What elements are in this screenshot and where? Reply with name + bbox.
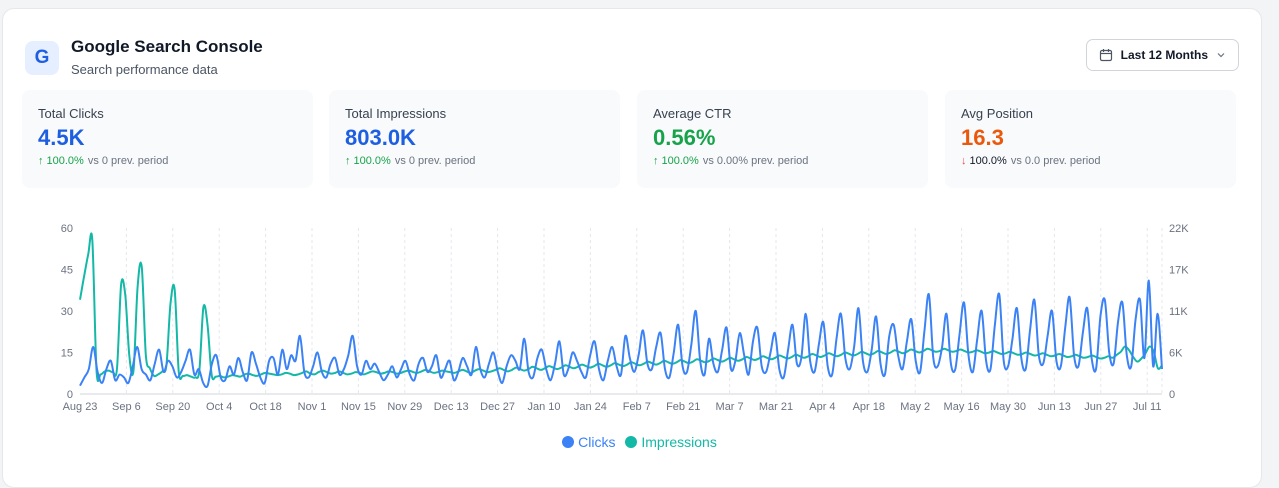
legend-label-clicks: Clicks — [578, 434, 616, 450]
stat-delta-compare: vs 0.00% prev. period — [702, 155, 809, 167]
google-logo-icon: G — [25, 41, 59, 75]
arrow-up-icon: ↑ — [653, 155, 659, 167]
card-header: G Google Search Console Search performan… — [25, 37, 1239, 85]
stat-delta: ↓ 100.0% vs 0.0 prev. period — [961, 155, 1220, 167]
stat-delta: ↑ 100.0% vs 0 prev. period — [38, 155, 297, 167]
y-right-tick-label: 22K — [1169, 223, 1189, 235]
stat-label: Total Clicks — [38, 106, 104, 121]
stat-delta: ↑ 100.0% vs 0 prev. period — [345, 155, 604, 167]
search-console-card: G Google Search Console Search performan… — [2, 8, 1262, 488]
series-line-clicks — [79, 279, 1163, 389]
y-left-tick-label: 30 — [61, 306, 73, 318]
stat-delta-compare: vs 0.0 prev. period — [1010, 155, 1101, 167]
x-tick-label: Feb 21 — [666, 401, 700, 413]
chevron-down-icon — [1216, 50, 1226, 60]
x-tick-label: May 16 — [944, 401, 980, 413]
stat-delta-percent: 100.0% — [353, 155, 391, 167]
stat-label: Average CTR — [653, 106, 732, 121]
stats-row: Total Clicks 4.5K ↑ 100.0% vs 0 prev. peri… — [22, 90, 1236, 188]
x-tick-label: Dec 27 — [480, 401, 515, 413]
chart-legend: Clicks Impressions — [0, 434, 1279, 451]
x-tick-label: Apr 4 — [809, 401, 835, 413]
x-tick-label: Feb 7 — [623, 401, 651, 413]
stat-delta-percent: 100.0% — [969, 155, 1007, 167]
legend-item-clicks[interactable]: Clicks — [562, 434, 615, 450]
stat-card-avg-position: Avg Position 16.3 ↓ 100.0% vs 0.0 prev. pe… — [945, 90, 1236, 188]
performance-line-chart[interactable]: Aug 23 Sep 6 Sep 20 Oct 4 Oct 18 Nov 1 Nov 15 N… — [0, 212, 1279, 422]
x-tick-label: Nov 15 — [341, 401, 376, 413]
stat-card-total-impressions: Total Impressions 803.0K ↑ 100.0% vs 0 pre… — [329, 90, 620, 188]
stat-card-total-clicks: Total Clicks 4.5K ↑ 100.0% vs 0 prev. peri… — [22, 90, 313, 188]
stat-label: Total Impressions — [345, 106, 447, 121]
date-range-dropdown[interactable]: Last 12 Months — [1085, 39, 1239, 71]
card-title: Google Search Console — [71, 37, 263, 56]
x-tick-label: Mar 21 — [759, 401, 793, 413]
stat-value: 0.56% — [653, 125, 716, 150]
y-left-tick-label: 0 — [67, 389, 73, 401]
x-tick-label: Nov 29 — [387, 401, 422, 413]
y-right-tick-label: 0 — [1169, 389, 1175, 401]
legend-item-impressions[interactable]: Impressions — [625, 434, 717, 450]
stat-label: Avg Position — [961, 106, 1034, 121]
y-left-tick-label: 15 — [61, 348, 73, 360]
y-left-tick-label: 45 — [61, 265, 73, 277]
stat-delta-compare: vs 0 prev. period — [394, 155, 476, 167]
legend-dot-clicks — [562, 436, 575, 448]
calendar-icon — [1099, 48, 1113, 62]
y-left-tick-label: 60 — [61, 223, 73, 235]
x-tick-label: Nov 1 — [298, 401, 327, 413]
stat-card-average-ctr: Average CTR 0.56% ↑ 100.0% vs 0.00% prev. … — [637, 90, 928, 188]
x-tick-label: Sep 20 — [155, 401, 190, 413]
arrow-up-icon: ↑ — [38, 155, 44, 167]
stat-delta-compare: vs 0 prev. period — [87, 155, 169, 167]
y-right-tick-label: 11K — [1169, 306, 1188, 318]
card-subtitle: Search performance data — [71, 62, 218, 77]
arrow-down-icon: ↓ — [961, 155, 967, 167]
stat-value: 803.0K — [345, 125, 416, 150]
stat-value: 4.5K — [38, 125, 85, 150]
y-right-tick-label: 17K — [1169, 265, 1189, 277]
legend-dot-impressions — [625, 436, 638, 448]
x-tick-label: May 2 — [900, 401, 930, 413]
x-tick-label: Jun 27 — [1084, 401, 1117, 413]
arrow-up-icon: ↑ — [345, 155, 351, 167]
x-tick-label: Jan 24 — [574, 401, 607, 413]
x-tick-label: Jan 10 — [527, 401, 560, 413]
x-tick-label: Dec 13 — [434, 401, 469, 413]
legend-label-impressions: Impressions — [641, 434, 717, 450]
x-tick-label: Oct 18 — [249, 401, 281, 413]
x-tick-label: Apr 18 — [853, 401, 885, 413]
x-tick-label: Jun 13 — [1038, 401, 1071, 413]
x-tick-label: Jul 11 — [1133, 401, 1162, 413]
series-line-impressions — [79, 232, 1163, 383]
x-tick-label: Sep 6 — [112, 401, 141, 413]
date-range-label: Last 12 Months — [1120, 48, 1208, 62]
y-right-tick-label: 6K — [1169, 348, 1183, 360]
stat-delta: ↑ 100.0% vs 0.00% prev. period — [653, 155, 912, 167]
x-tick-label: Oct 4 — [206, 401, 232, 413]
x-tick-label: May 30 — [990, 401, 1026, 413]
stat-delta-percent: 100.0% — [661, 155, 699, 167]
stat-delta-percent: 100.0% — [46, 155, 84, 167]
stat-value: 16.3 — [961, 125, 1004, 150]
x-tick-label: Mar 7 — [716, 401, 744, 413]
x-tick-label: Aug 23 — [63, 401, 98, 413]
